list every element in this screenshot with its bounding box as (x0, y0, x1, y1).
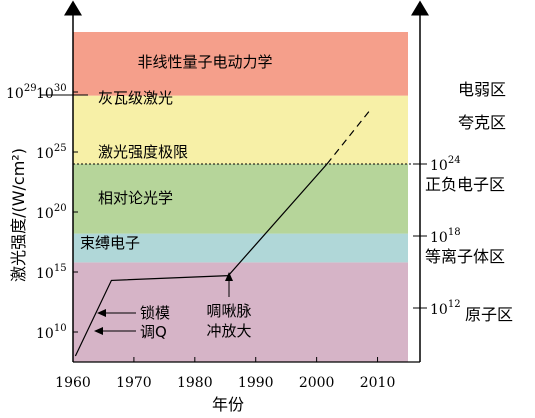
region-label-quark: 夸克区 (458, 113, 506, 132)
right-tick-label-18: 1018 (430, 227, 461, 246)
annotation-cpa-line1: 啁啾脉 (206, 302, 251, 320)
region-label-plasma: 等离子体区 (425, 247, 505, 266)
annotation-arrowhead-q-switch (94, 327, 103, 335)
right-tick-label-12: 1012 (430, 299, 461, 318)
x-tick-label-1970: 1970 (116, 375, 152, 391)
right-tick-label-24: 1024 (430, 155, 461, 174)
annotation-mode-locking: 锁模 (140, 304, 170, 322)
y-tick-label-15: 1015 (36, 263, 67, 282)
y-axis-label: 激光强度/(W/cm²) (9, 148, 28, 282)
y-tick-label-10: 1010 (36, 323, 67, 342)
band-label-intensity-limit: 激光强度极限 (98, 143, 188, 161)
intensity-history-line (74, 163, 328, 357)
annotation-q-switch: 调Q (140, 323, 167, 341)
band-label-relativistic-optics: 相对论光学 (98, 189, 173, 207)
x-axis-ticks: 1960 1970 1980 1990 2000 2010 (55, 357, 395, 391)
x-tick-label-1980: 1980 (177, 375, 213, 391)
x-tick-label-2010: 2010 (360, 375, 396, 391)
y-tick-label-25: 1025 (36, 143, 67, 162)
band-label-bound-electrons: 束缚电子 (80, 234, 140, 252)
region-label-electroweak: 电弱区 (458, 80, 506, 99)
y-tick-label-20: 1020 (36, 203, 67, 222)
band-label-nonlinear-qed: 非线性量子电动力学 (137, 53, 272, 71)
right-axis-ticks: 1024 1018 1012 (413, 155, 461, 318)
x-tick-label-1960: 1960 (55, 375, 91, 391)
annotation-arrowhead-cpa (225, 272, 233, 281)
intensity-bands (73, 32, 408, 362)
annotation-cpa-line2: 冲放大 (206, 322, 251, 340)
band-3 (73, 95, 408, 164)
y29-label: 1029 (6, 83, 37, 102)
region-label-atomic: 原子区 (465, 305, 513, 324)
band-0 (73, 262, 408, 362)
x-tick-label-1990: 1990 (238, 375, 274, 391)
region-label-electron-positron: 正负电子区 (425, 175, 505, 194)
annotation-arrowhead-mode-locking (97, 309, 106, 317)
band-4 (73, 32, 408, 96)
band-2 (73, 164, 408, 234)
y-tick-label-30: 1030 (36, 83, 67, 102)
x-axis-label: 年份 (212, 395, 244, 414)
band-label-petawatt-laser: 灰瓦级激光 (98, 89, 173, 107)
x-tick-label-2000: 2000 (299, 375, 335, 391)
y-axis-ticks: 1010 1015 1020 1025 1030 (36, 83, 78, 342)
band-1 (73, 233, 408, 263)
